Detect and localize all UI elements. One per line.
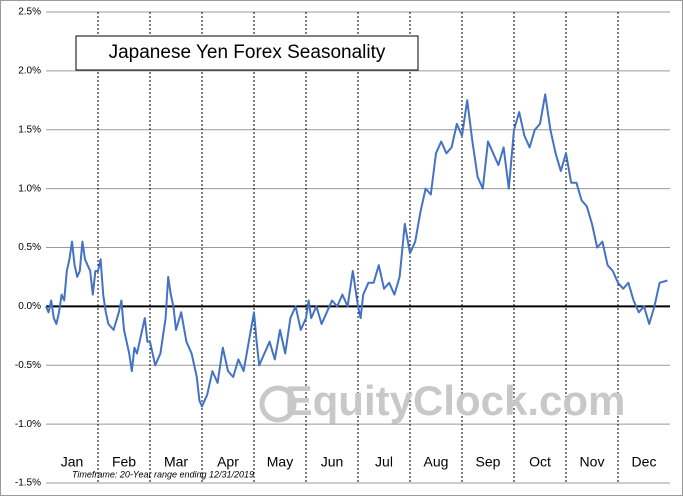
x-tick-label: Jun (321, 454, 344, 470)
x-tick-label: Sep (476, 454, 501, 470)
x-tick-label: Aug (424, 454, 449, 470)
series-line (45, 93, 668, 408)
x-tick-label: Apr (217, 454, 239, 470)
x-tick-label: Mar (164, 454, 188, 470)
y-tick-label: 2.0% (18, 66, 41, 77)
x-tick-label: Feb (112, 454, 136, 470)
title-box (75, 35, 419, 71)
watermark-logo (259, 385, 297, 423)
y-tick-label: 0.5% (18, 242, 41, 253)
watermark: EquityClock.com (285, 377, 626, 424)
x-tick-label: Jan (61, 454, 84, 470)
x-tick-label: Nov (580, 454, 605, 470)
y-tick-label: -0.5% (15, 360, 41, 371)
chart-title: Japanese Yen Forex Seasonality (109, 42, 386, 63)
x-tick-label: Dec (632, 454, 657, 470)
y-tick-label: -1.0% (15, 419, 41, 430)
timeframe-note: Timeframe: 20-Year range ending 12/31/20… (72, 469, 254, 479)
x-tick-label: Oct (529, 454, 551, 470)
y-tick-label: -1.5% (15, 478, 41, 489)
x-tick-label: Jul (375, 454, 393, 470)
y-tick-label: 1.5% (18, 124, 41, 135)
y-tick-label: 1.0% (18, 183, 41, 194)
y-tick-label: 2.5% (18, 7, 41, 18)
marks-layer (45, 93, 668, 408)
x-tick-label: May (267, 454, 293, 470)
y-tick-label: 0.0% (18, 301, 41, 312)
